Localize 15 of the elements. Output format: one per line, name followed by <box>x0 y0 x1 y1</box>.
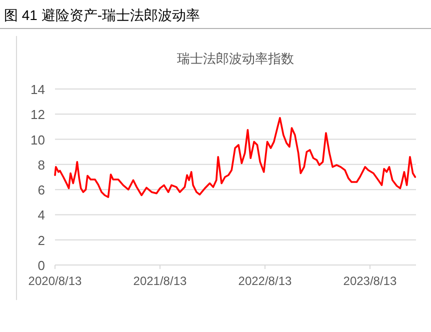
y-tick-label: 12 <box>30 107 45 122</box>
x-tick-label: 2023/8/13 <box>343 274 397 288</box>
line-series <box>54 117 416 198</box>
y-tick-label: 2 <box>38 232 45 248</box>
chart-subtitle: 瑞士法郎波动率指数 <box>177 51 294 66</box>
x-tick-label: 2021/8/13 <box>133 274 188 288</box>
x-tick-label: 2022/8/13 <box>238 274 292 288</box>
y-tick-label: 0 <box>38 258 45 273</box>
y-tick-label: 8 <box>38 157 45 172</box>
y-tick-label: 6 <box>38 182 45 198</box>
y-tick-label: 14 <box>30 82 45 97</box>
x-tick-label: 2020/8/13 <box>28 274 82 288</box>
y-tick-label: 10 <box>30 132 45 148</box>
chart-title: 图 41 避险资产-瑞士法郎波动率 <box>4 7 200 23</box>
y-tick-label: 4 <box>38 208 45 223</box>
